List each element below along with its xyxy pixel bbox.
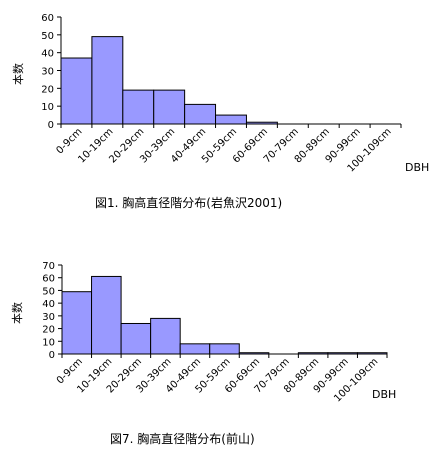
bar-0-9cm [60,57,93,125]
x-tick-label: 0-9cm [54,126,84,156]
bar-50-59cm [215,114,247,125]
y-tick-label: 10 [41,102,54,113]
bar-20-29cm [122,89,155,125]
y-tick-label: 20 [42,325,55,336]
bar-10-19cm [91,275,122,355]
bar-0-9cm [61,291,93,355]
bar-50-59cm [209,343,240,355]
bar-40-49cm [179,343,211,355]
bar-10-19cm [91,36,124,125]
y-tick-label: 40 [42,299,55,310]
y-tick-label: 10 [42,337,55,348]
bar-20-29cm [120,322,152,355]
y-tick-label: 0 [48,120,54,131]
bar-30-39cm [153,89,186,125]
y-tick-label: 40 [41,49,54,60]
y-tick-label: 30 [42,312,55,323]
y-tick-label: 30 [41,67,54,78]
y-tick-label: 0 [49,350,55,361]
y-tick-label: 20 [41,84,54,95]
bar-30-39cm [150,317,181,355]
y-tick-label: 50 [41,31,54,42]
figure-caption: 図7. 胸高直径階分布(前山) [110,431,255,446]
bar-40-49cm [184,103,217,125]
y-tick-label: 60 [41,13,54,24]
x-axis-label: DBH [372,388,396,401]
y-axis-label: 本数 [10,302,24,324]
y-tick-label: 60 [42,274,55,285]
figure-caption: 図1. 胸高直径階分布(岩魚沢2001) [95,195,282,210]
histogram-chart-2: 0102030405060700-9cm10-19cm20-29cm30-39c… [10,261,396,446]
x-axis-label: DBH [405,161,429,174]
y-axis-label: 本数 [11,63,25,85]
histogram-chart-1: 01020304050600-9cm10-19cm20-29cm30-39cm4… [11,13,429,210]
y-tick-label: 50 [42,286,55,297]
y-tick-label: 70 [42,261,55,272]
